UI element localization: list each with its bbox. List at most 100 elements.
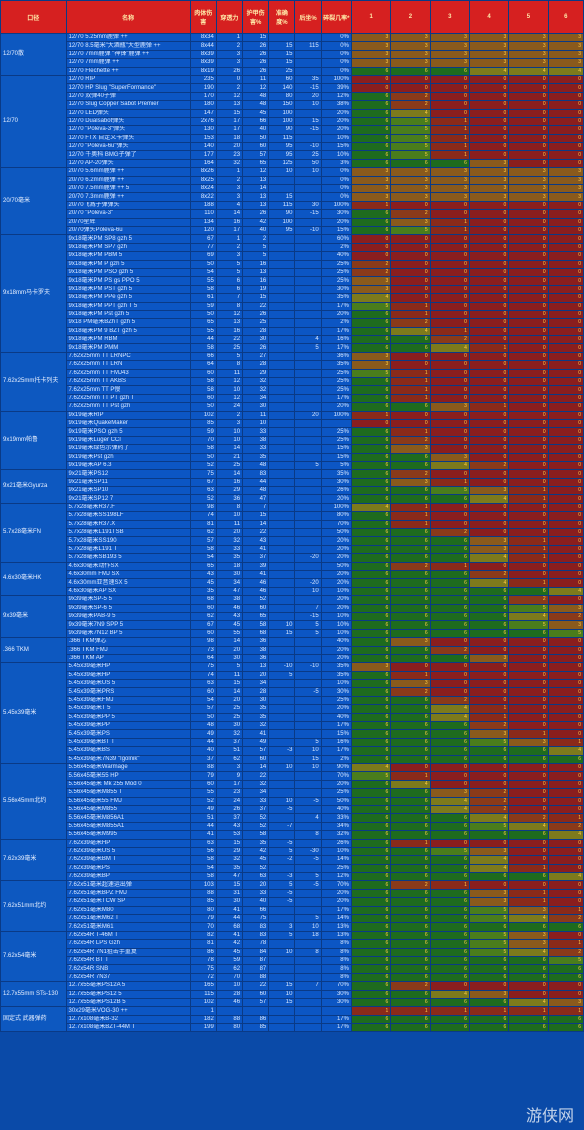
table-row: 12.7x108毫米B-32 182 88 86 17% 6 6 6 6 6 6 <box>1 1014 584 1025</box>
flesh-damage-cell: 8x24 <box>189 184 217 194</box>
name-cell: 7.62x54R T-46M T <box>65 930 191 941</box>
armor-damage-cell: 44 <box>242 477 270 488</box>
fragmentation-cell: 20% <box>320 125 352 135</box>
recoil-cell: 5 <box>294 620 322 630</box>
armor-class-4-cell: 0 <box>468 762 510 773</box>
flesh-damage-cell: 61 <box>189 293 217 303</box>
name-cell: 12/70 Slug Copper Sabot Premier <box>65 100 191 110</box>
armor-class-1-cell: 6 <box>350 385 392 395</box>
accuracy-cell: 95 <box>268 225 296 236</box>
name-cell: 4.6x30毫米动作SX <box>65 561 191 572</box>
armor-class-3-cell: 6 <box>429 855 470 865</box>
armor-class-4-cell: 3 <box>468 729 510 739</box>
armor-class-3-cell: 0 <box>429 368 470 379</box>
armor-class-3-cell: 6 <box>429 922 470 932</box>
armor-damage-cell: 11 <box>242 410 270 420</box>
armor-class-6-cell: 0 <box>547 704 584 714</box>
fragmentation-cell: 10% <box>320 628 352 639</box>
armor-damage-cell: 5 <box>242 251 270 261</box>
armor-class-4-cell: 0 <box>468 234 510 244</box>
recoil-cell: 5 <box>294 628 322 639</box>
armor-class-1-cell: 0 <box>350 418 392 429</box>
fragmentation-cell: 50% <box>320 561 352 572</box>
recoil-cell: -15 <box>294 611 322 622</box>
accuracy-cell <box>268 393 296 404</box>
armor-class-3-cell: 0 <box>429 309 470 320</box>
penetration-cell: 12 <box>215 91 244 102</box>
recoil-cell <box>294 838 322 848</box>
penetration-cell: 18 <box>215 133 244 144</box>
recoil-cell <box>294 477 322 488</box>
armor-class-3-cell: 6 <box>429 595 470 605</box>
penetration-cell: 30 <box>215 569 244 580</box>
recoil-cell <box>294 695 322 706</box>
armor-class-6-cell: 0 <box>547 217 584 228</box>
armor-class-2-cell: 6 <box>390 536 431 546</box>
armor-damage-cell: 26 <box>242 309 270 320</box>
header-armor-damage: 护甲伤害% <box>242 0 270 34</box>
recoil-cell <box>294 989 322 999</box>
name-cell: 9x18毫米PM RBM <box>65 335 191 345</box>
armor-class-4-cell: 0 <box>468 217 510 228</box>
armor-class-6-cell: 0 <box>547 561 584 572</box>
armor-class-5-cell: 0 <box>508 704 549 714</box>
fragmentation-cell: 33% <box>320 813 352 823</box>
armor-damage-cell: 65 <box>242 611 270 622</box>
flesh-damage-cell: 85 <box>189 418 217 429</box>
accuracy-cell <box>268 259 296 269</box>
armor-class-2-cell: 6 <box>390 989 431 999</box>
armor-class-4-cell: 6 <box>468 628 510 639</box>
armor-class-3-cell: 5 <box>429 846 470 857</box>
armor-class-3-cell: 0 <box>429 259 470 269</box>
name-cell: 7.62x54R 7N1狙击手重复 <box>65 947 191 957</box>
table-row: 7.62x51mm北约 7.62x51毫米超速运出弹 103 15 20 5 -5 70% 6 2… <box>0 880 584 932</box>
armor-class-6-cell: 0 <box>547 687 584 697</box>
name-cell: 9x19毫米Pst gzh <box>65 452 191 462</box>
name-cell: 20/70 7.5mm鹿弹 ++ 5 <box>65 184 191 194</box>
table-row: 9x18毫米PM PS gs PPO 5 55 6 16 25% 3 0 0 0 0 0 <box>1 276 584 286</box>
armor-class-1-cell: 6 <box>350 528 392 538</box>
accuracy-cell <box>268 1006 296 1016</box>
table-row: 12/70 "Poleva-6u"弹头 140 20 60 95 -10 15% 6 5 1 0 0 0 <box>1 142 584 152</box>
armor-class-2-cell: 6 <box>390 913 431 924</box>
armor-class-1-cell: 3 <box>350 49 392 60</box>
armor-class-1-cell: 3 <box>350 284 392 295</box>
table-row: 9x19毫米Luger CCI 70 10 38 25% 6 2 0 0 0 0 <box>1 435 584 446</box>
table-row: 9x39毫米7N12 BP 5 60 55 68 15 5 10% 6 6 6 6 6 5 <box>1 628 584 639</box>
armor-class-3-cell: 6 <box>429 930 470 941</box>
penetration-cell: 15 <box>215 679 244 689</box>
armor-class-2-cell: 0 <box>390 351 431 362</box>
flesh-damage-cell: 63 <box>189 486 217 496</box>
flesh-damage-cell: 1 <box>189 1006 217 1016</box>
armor-class-4-cell: 0 <box>468 469 510 479</box>
accuracy-cell <box>268 611 296 622</box>
penetration-cell: 41 <box>215 930 244 941</box>
armor-class-2-cell: 3 <box>390 49 431 60</box>
armor-class-4-cell: 0 <box>468 293 510 303</box>
armor-class-4-cell: 0 <box>468 393 510 404</box>
accuracy-cell <box>268 242 296 253</box>
penetration-cell: 7 <box>215 293 244 303</box>
name-cell: 9x18毫米PM SP7 gzh <box>65 242 191 253</box>
armor-class-5-cell: 0 <box>508 326 549 337</box>
armor-damage-cell: 48 <box>242 460 270 471</box>
penetration-cell: 16 <box>215 326 244 337</box>
armor-class-4-cell: 0 <box>468 427 510 437</box>
flesh-damage-cell: 199 <box>189 1023 217 1033</box>
fragmentation-cell: 10% <box>320 133 352 144</box>
armor-class-6-cell: 6 <box>547 922 584 932</box>
armor-damage-cell: 30 <box>242 402 270 412</box>
armor-class-1-cell: 4 <box>350 762 392 773</box>
caliber-cell: 固定式 武器弹药 <box>0 1006 67 1033</box>
armor-class-2-cell: 0 <box>390 284 431 295</box>
armor-class-6-cell: 5 <box>547 628 584 639</box>
flesh-damage-cell: 64 <box>189 653 217 664</box>
flesh-damage-cell: 54 <box>189 553 217 563</box>
armor-class-6-cell: 0 <box>547 225 584 236</box>
fragmentation-cell: 20% <box>320 309 352 320</box>
armor-damage-cell: 11 <box>242 74 270 85</box>
armor-class-2-cell: 6 <box>390 788 431 798</box>
armor-class-1-cell: 6 <box>350 444 392 454</box>
penetration-cell: 3 <box>215 251 244 261</box>
name-cell: 5.45x39毫米PRS <box>65 687 191 697</box>
